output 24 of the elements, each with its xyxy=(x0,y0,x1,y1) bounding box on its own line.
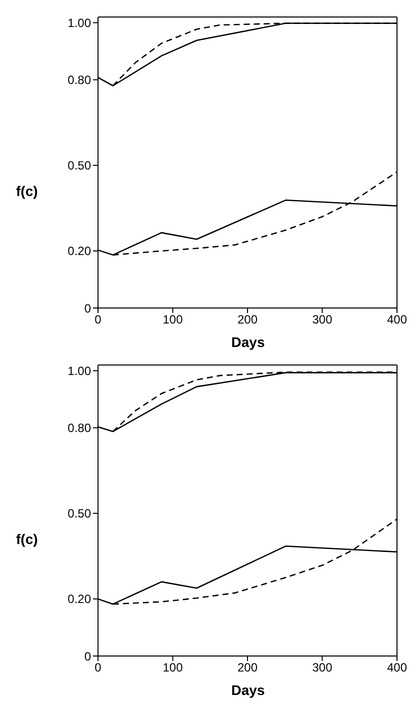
x-tick-label: 300 xyxy=(312,660,333,675)
y-tick-label: 1.00 xyxy=(68,364,92,378)
y-tick-label: 0.80 xyxy=(68,421,92,436)
y-tick-label: 0.20 xyxy=(68,592,92,606)
y-tick-label: 0.50 xyxy=(68,506,92,521)
x-tick-label: 400 xyxy=(386,660,408,675)
y-axis-title: f(c) xyxy=(16,531,38,547)
x-tick-label: 0 xyxy=(94,660,102,675)
x-axis-title: Days xyxy=(230,334,266,350)
x-tick-label: 200 xyxy=(237,312,258,327)
x-axis-title: Days xyxy=(230,682,266,698)
y-tick-label: 0.20 xyxy=(68,244,92,258)
y-axis-title: f(c) xyxy=(16,183,38,199)
x-tick-label: 0 xyxy=(94,312,102,327)
y-tick-label: 1.00 xyxy=(68,16,92,30)
x-tick-label: 400 xyxy=(386,312,408,327)
y-tick-label: 0 xyxy=(84,649,92,664)
x-tick-label: 100 xyxy=(162,660,184,675)
x-tick-label: 300 xyxy=(312,312,333,327)
y-tick-label: 0.50 xyxy=(68,158,92,173)
y-tick-label: 0 xyxy=(84,301,92,316)
x-tick-label: 200 xyxy=(237,660,258,675)
y-tick-label: 0.80 xyxy=(68,73,92,88)
x-tick-label: 100 xyxy=(162,312,184,327)
